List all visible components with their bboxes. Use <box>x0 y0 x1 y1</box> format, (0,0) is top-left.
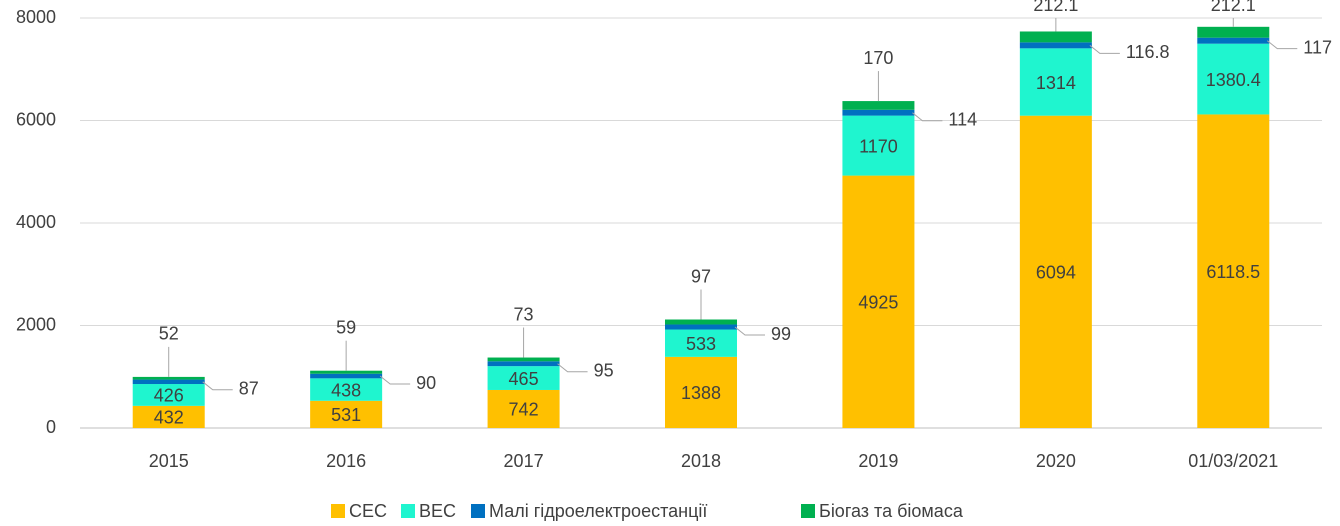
bar-segment <box>842 175 915 428</box>
data-label: 531 <box>331 405 361 425</box>
bar-segment <box>1197 114 1270 428</box>
data-label: 87 <box>239 379 259 399</box>
bar-segment <box>665 329 737 357</box>
data-label: 4925 <box>858 293 898 313</box>
data-label: 116.8 <box>1126 42 1170 62</box>
data-label: 465 <box>509 369 539 389</box>
bar-segment <box>487 366 560 390</box>
bar-segment <box>842 101 915 110</box>
data-label: 95 <box>594 360 614 380</box>
x-tick-label: 01/03/2021 <box>1188 451 1278 471</box>
legend-label: СЕС <box>349 501 387 521</box>
data-label: 1170 <box>859 136 898 156</box>
leader-line <box>912 112 943 122</box>
legend-label: Малі гідроелектроестанції <box>489 501 707 521</box>
legend-label: ВЕС <box>419 501 456 521</box>
data-label: 212.1 <box>1033 0 1078 15</box>
leader-line <box>1266 40 1298 50</box>
bar-segment <box>132 384 205 406</box>
bar-segment <box>1019 42 1092 49</box>
bar-segment <box>665 356 737 428</box>
data-label: 742 <box>509 400 539 420</box>
bar-segment <box>310 373 383 379</box>
bar-segment <box>1197 43 1270 115</box>
leader-line <box>557 363 588 373</box>
bar-segment <box>1019 48 1092 116</box>
data-label: 212.1 <box>1211 0 1256 15</box>
bar-segment <box>1197 37 1270 44</box>
data-label: 117 <box>1303 37 1332 57</box>
x-tick-label: 2018 <box>681 451 721 471</box>
bar-segment <box>132 405 205 428</box>
bar-segment <box>132 379 205 385</box>
data-label: 1388 <box>681 383 721 403</box>
data-label: 170 <box>863 48 893 68</box>
y-tick-label: 4000 <box>16 212 56 232</box>
bar-segment <box>310 370 383 374</box>
bar-segment <box>1019 31 1092 43</box>
x-tick-label: 2017 <box>504 451 544 471</box>
bar-segment <box>487 357 560 362</box>
legend-swatch <box>471 504 485 518</box>
x-tick-label: 2015 <box>149 451 189 471</box>
data-label: 6094 <box>1036 263 1076 283</box>
data-label: 1380.4 <box>1206 70 1261 90</box>
bar-segment <box>842 115 915 176</box>
data-label: 114 <box>948 109 977 129</box>
bar-segment <box>1197 26 1270 38</box>
bar-segment <box>665 324 737 330</box>
data-label: 533 <box>686 334 716 354</box>
x-tick-label: 2020 <box>1036 451 1076 471</box>
y-tick-label: 0 <box>46 417 56 437</box>
data-label: 426 <box>154 386 184 406</box>
bar-segment <box>1019 115 1092 429</box>
data-label: 90 <box>416 373 436 393</box>
data-label: 97 <box>691 266 711 286</box>
leader-line <box>734 326 765 336</box>
leader-line <box>202 381 233 391</box>
bar-segment <box>842 109 915 116</box>
leader-line <box>1089 44 1120 54</box>
data-label: 6118.5 <box>1206 262 1260 282</box>
leader-line <box>379 375 411 385</box>
bar-segment <box>487 361 560 367</box>
data-label: 52 <box>159 324 179 344</box>
data-label: 432 <box>154 408 184 428</box>
data-label: 73 <box>514 304 534 324</box>
legend-swatch <box>401 504 415 518</box>
bar-segment <box>310 400 383 428</box>
bar-segment <box>665 319 737 325</box>
y-tick-label: 2000 <box>16 314 56 334</box>
y-tick-label: 8000 <box>16 7 56 27</box>
legend-swatch <box>801 504 815 518</box>
x-tick-label: 2019 <box>858 451 898 471</box>
data-label: 1314 <box>1036 73 1076 93</box>
legend-label: Біогаз та біомаса <box>819 501 964 521</box>
data-label: 59 <box>336 317 356 337</box>
bar-segment <box>310 378 383 401</box>
legend-swatch <box>331 504 345 518</box>
bar-segment <box>132 376 205 380</box>
bar-segment <box>487 389 560 428</box>
data-label: 99 <box>771 324 791 344</box>
data-label: 438 <box>331 380 361 400</box>
y-tick-label: 6000 <box>16 109 56 129</box>
x-tick-label: 2016 <box>326 451 366 471</box>
